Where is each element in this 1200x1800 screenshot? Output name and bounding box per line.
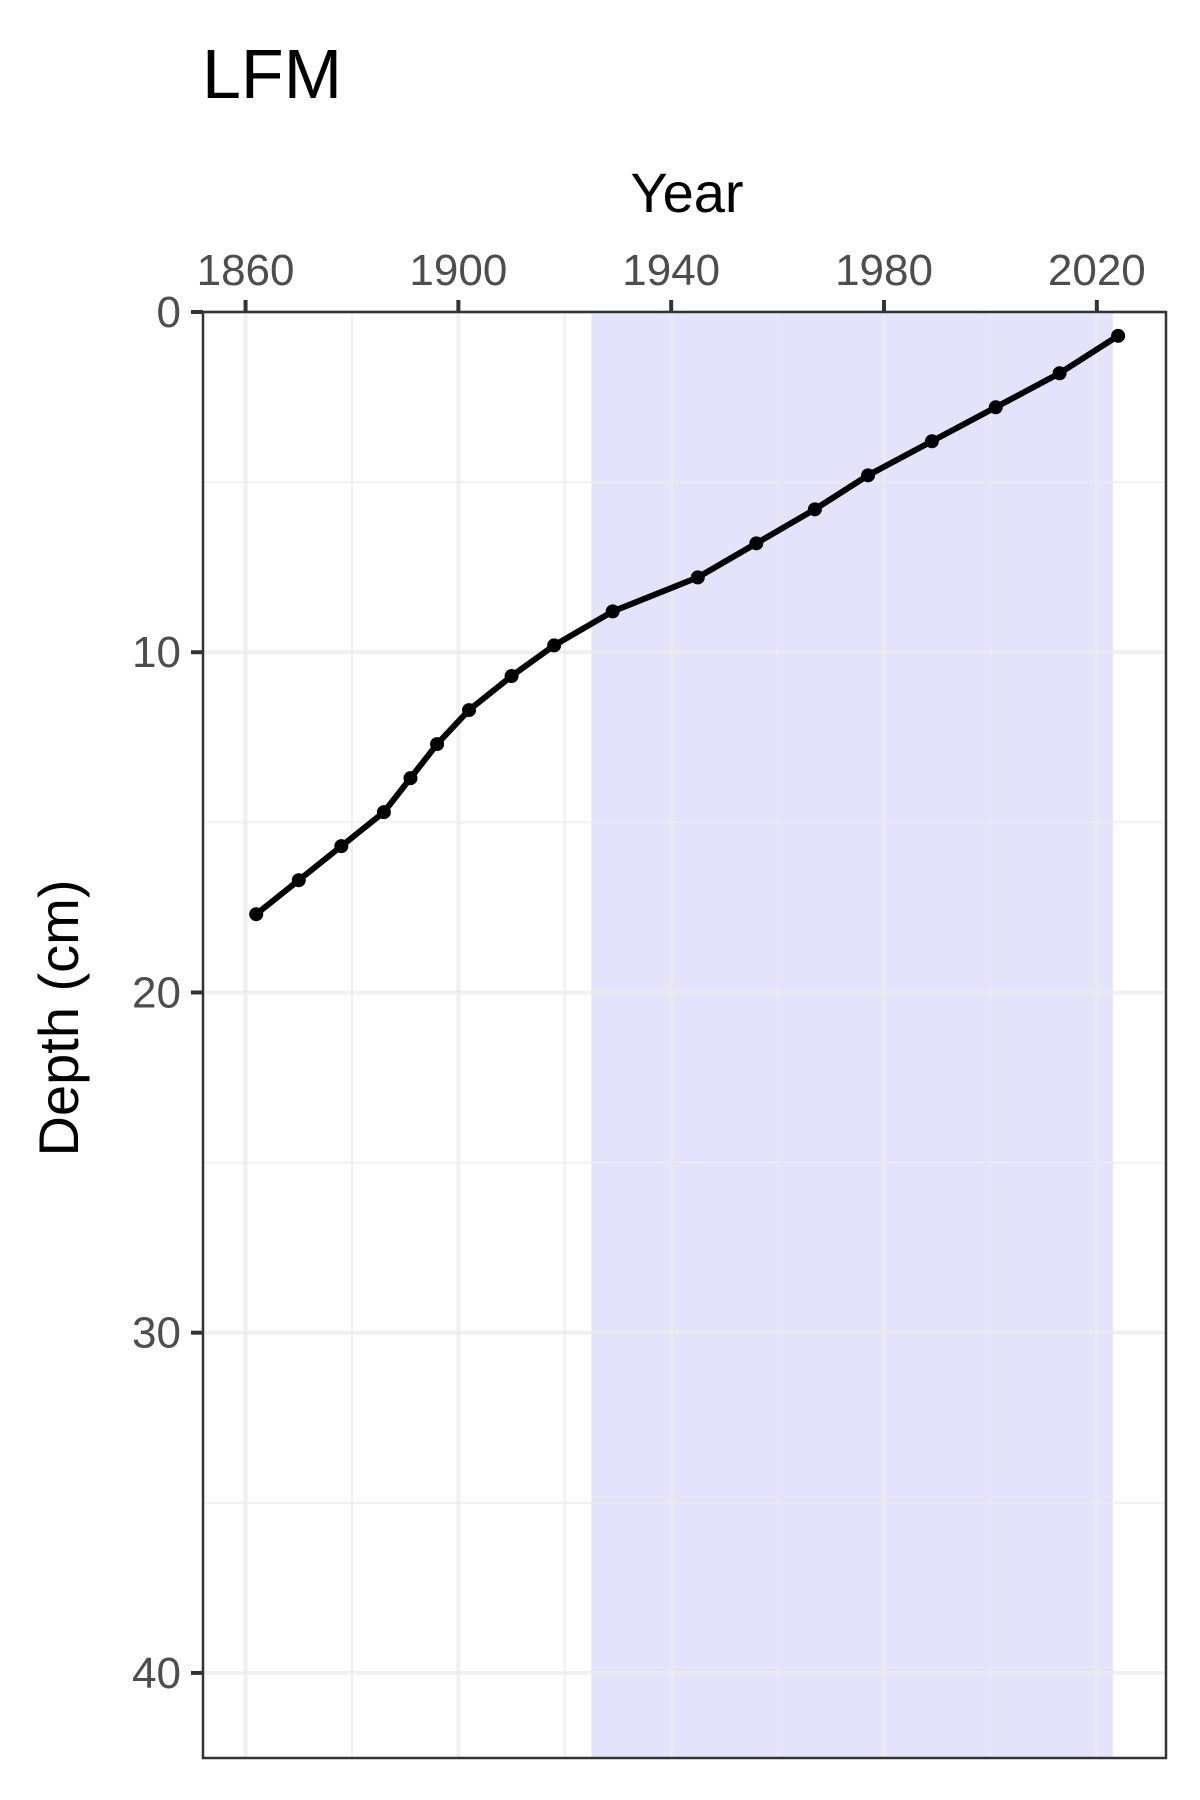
y-tick-label: 0 <box>157 288 181 337</box>
data-point <box>690 570 705 585</box>
data-point <box>334 839 349 854</box>
chart-title: LFM <box>202 35 342 113</box>
y-tick-label: 20 <box>132 968 181 1017</box>
data-point <box>291 873 306 888</box>
shaded-period-band <box>591 312 1113 1758</box>
data-point <box>462 703 477 718</box>
data-point <box>249 907 264 922</box>
panel-border <box>201 310 1168 1760</box>
series-layer <box>249 328 1126 922</box>
y-tick-label: 40 <box>132 1649 181 1698</box>
y-tick-label: 30 <box>132 1309 181 1358</box>
data-point <box>376 805 391 820</box>
x-tick-label: 1980 <box>835 246 933 295</box>
x-tick-label: 1940 <box>622 246 720 295</box>
data-point <box>1111 328 1126 343</box>
axes-layer: 1860 1900 1940 1980 2020 0 10 20 30 40 <box>132 246 1146 1698</box>
data-point <box>924 434 939 449</box>
data-point <box>430 737 445 752</box>
y-tick-label: 10 <box>132 628 181 677</box>
x-tick-label: 1860 <box>197 246 295 295</box>
data-point <box>988 400 1003 415</box>
data-point <box>504 669 519 684</box>
x-axis-title: Year <box>630 161 743 224</box>
data-point <box>403 771 418 786</box>
x-tick-label: 1900 <box>409 246 507 295</box>
data-point <box>605 604 620 619</box>
data-point <box>1052 366 1067 381</box>
data-point <box>547 638 562 653</box>
data-point <box>807 502 822 517</box>
series-line <box>253 332 1122 918</box>
shaded-period-layer <box>591 312 1113 1758</box>
y-axis-title: Depth (cm) <box>27 880 90 1157</box>
data-point <box>749 536 764 551</box>
data-point <box>861 468 876 483</box>
x-tick-label: 2020 <box>1048 246 1146 295</box>
